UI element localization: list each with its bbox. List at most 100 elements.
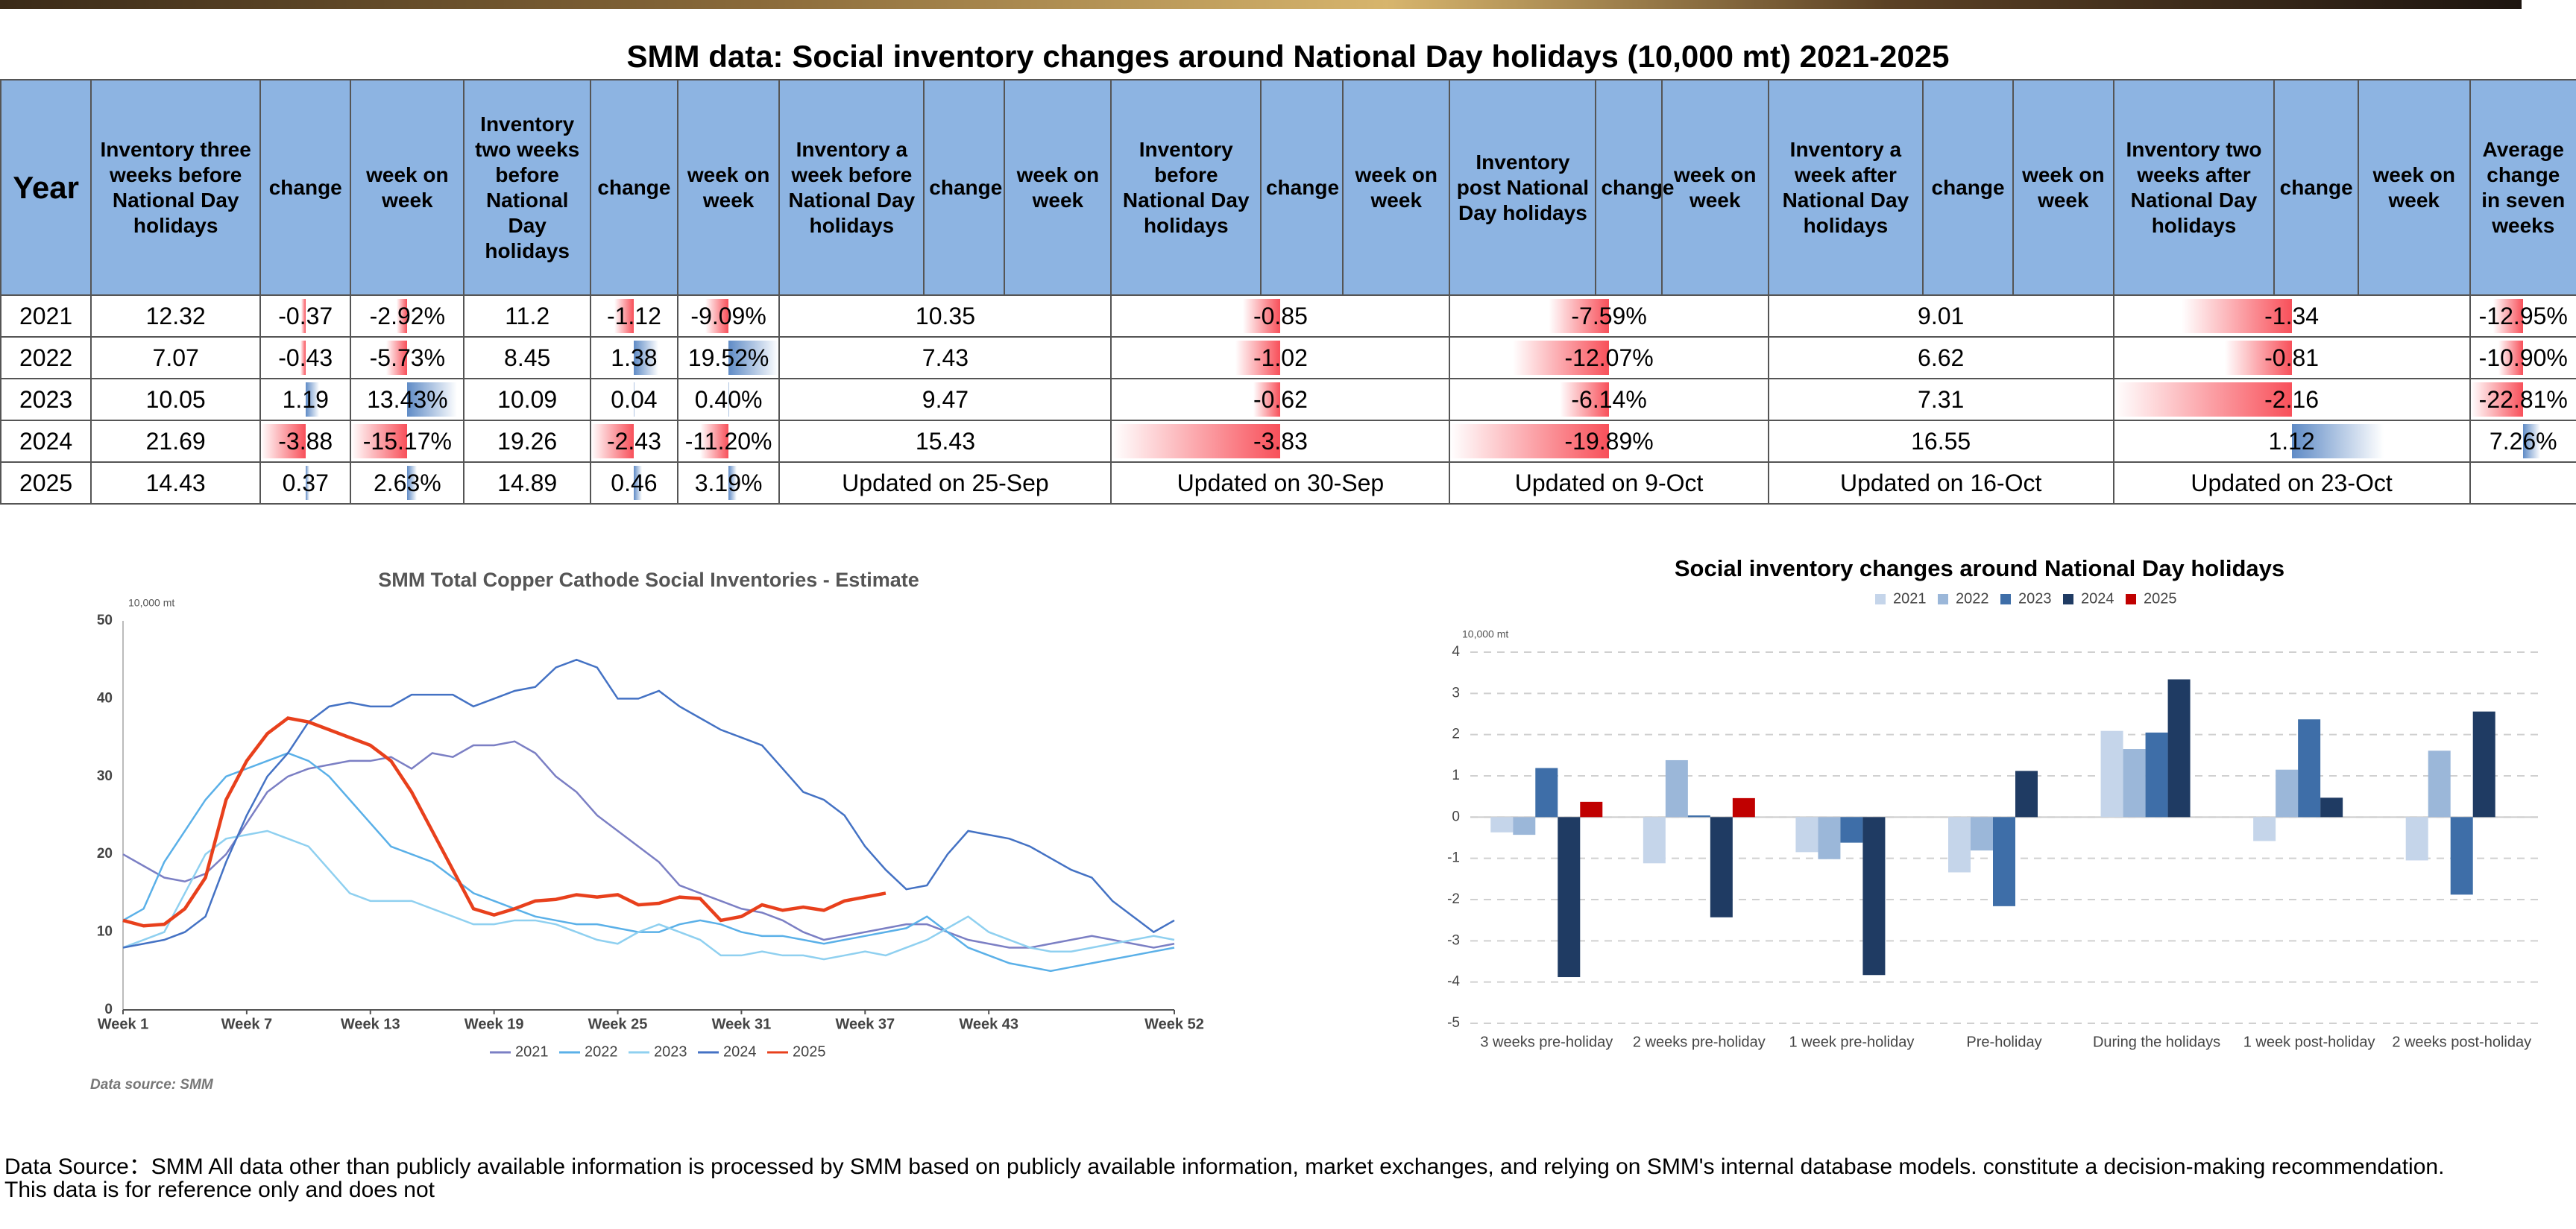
data-bar [386,341,408,375]
legend-label: 2022 [1956,590,1989,607]
table-cell [2469,461,2576,505]
y-tick-label: 0 [1452,809,1460,824]
table-cell: -10.90% [2469,336,2576,379]
x-tick-label: 1 week pre-holiday [1789,1034,1914,1050]
data-bar [301,299,306,333]
bar [2253,817,2276,841]
table-cell: 2022 [0,336,92,379]
header-cell: week on week [2012,79,2114,296]
cell-text: 11.2 [505,302,550,329]
y-tick-label: 1 [1452,768,1460,783]
cell-text: -7.59% [1571,302,1647,329]
cell-text: 6.62 [1918,344,1965,371]
header-cell: Inventory before National Day holidays [1110,79,1262,296]
x-tick-label: Week 1 [98,1016,149,1032]
cell-text: Updated on 9-Oct [1514,469,1704,496]
table-cell: 15.43 [778,420,1112,463]
table-cell: -1.34 [2112,294,2471,338]
cell-text: 7.43 [922,344,969,371]
table-row: 2021 12.32 -0.37 -2.92% 11.2 -1.12 -9.09% 10.35… [0,294,2576,338]
data-bar [634,341,658,375]
cell-text: 0.04 [611,385,658,413]
cell-text: -15.17% [362,427,452,455]
x-tick-label: 2 weeks post-holiday [2392,1034,2531,1050]
table-cell: -3.83 [1110,420,1451,463]
data-bar [2181,299,2292,333]
table-cell: 16.55 [1767,420,2114,463]
table-cell: -0.81 [2112,336,2471,379]
table-cell: -0.85 [1110,294,1451,338]
table-cell: Updated on 30-Sep [1110,461,1451,505]
table-cell: 10.35 [778,294,1112,338]
legend-label: 2023 [2018,590,2052,607]
bar [1993,817,2015,906]
table-cell: 0.04 [590,378,678,421]
cell-text: 7.31 [1918,385,1965,413]
y-tick-label: 2 [1452,727,1460,742]
header-cell: Inventory a week before National Day hol… [778,79,925,296]
table-cell: -5.73% [350,336,465,379]
table-cell: 10.09 [463,378,592,421]
table-cell: 0.46 [590,461,678,505]
bar [2405,817,2428,861]
cell-text: 1.19 [282,385,329,413]
x-tick-label: Week 13 [341,1016,400,1032]
bar [2123,749,2146,818]
data-bar [261,424,306,458]
cell-text: 19.52% [687,344,769,371]
x-tick-label: Pre-holiday [1966,1034,2041,1050]
table-cell: 14.89 [463,461,592,505]
data-bar [1548,299,1610,333]
cell-text: 9.01 [1918,302,1965,329]
table-cell: 12.32 [90,294,262,338]
table-cell: -0.62 [1110,378,1451,421]
data-bar [407,382,457,417]
bar [1818,817,1841,859]
cell-text: 10.35 [915,302,975,329]
bar [1535,768,1558,818]
cell-text: 14.43 [145,469,206,496]
y-tick-label: -4 [1447,974,1460,990]
cell-text: -3.88 [278,427,333,455]
data-bar [2493,299,2524,333]
cell-text: 2.63% [373,469,441,496]
table-cell: -15.17% [350,420,465,463]
cell-text: Updated on 23-Oct [2191,469,2393,496]
data-bar [705,299,729,333]
x-tick-label: During the holidays [2093,1034,2220,1050]
table-cell: -19.89% [1449,420,1769,463]
legend-label: 2025 [793,1043,826,1060]
x-tick-label: 3 weeks pre-holiday [1480,1034,1613,1050]
bar [1862,817,1886,976]
data-bar [728,341,779,375]
x-tick-label: Week 25 [588,1016,648,1032]
cell-text: 19.26 [497,427,558,455]
cell-text: 2024 [19,427,73,455]
header-cell: change [2273,79,2359,296]
table-cell: -9.09% [676,294,781,338]
x-tick-label: Week 19 [465,1016,524,1032]
x-tick-label: Week 52 [1144,1016,1204,1032]
bar [2450,817,2473,895]
table-cell: 19.26 [463,420,592,463]
cell-text: -6.14% [1571,385,1647,413]
bar [1971,817,1993,851]
header-cell: week on week [1342,79,1451,296]
series-line [122,830,1175,961]
bar [2100,730,2123,818]
table-cell: 1.19 [259,378,352,421]
cell-text: -0.43 [278,344,333,371]
data-bar [1243,299,1281,333]
table-cell: 7.07 [90,336,262,379]
table-cell: -0.37 [259,294,352,338]
table-cell: 0.40% [676,378,781,421]
data-source: Data source: SMM [90,1077,214,1093]
header-cell: change [590,79,678,296]
table-cell: 3.19% [676,461,781,505]
legend-swatch [2126,594,2136,604]
cell-text: 7.26% [2489,427,2557,455]
data-bar [1560,382,1610,417]
table-cell: Updated on 16-Oct [1767,461,2114,505]
data-bar [591,424,634,458]
